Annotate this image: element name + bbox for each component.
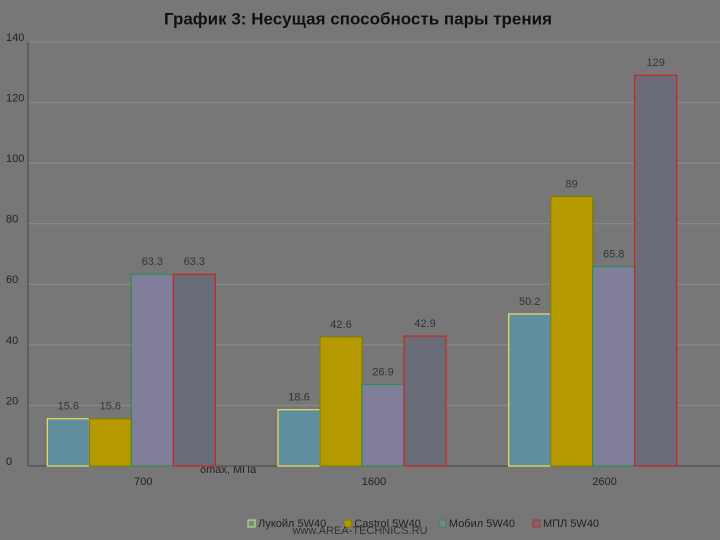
- x-tick-label: 2600: [592, 476, 616, 488]
- legend-label: Мобил 5W40: [449, 518, 515, 530]
- y-tick-label: 40: [6, 335, 18, 347]
- bar: [319, 336, 363, 467]
- value-label: 15.6: [58, 401, 79, 413]
- legend-label: Castrol 5W40: [354, 518, 421, 530]
- value-label: 63.3: [184, 256, 205, 268]
- y-tick-label: 0: [6, 456, 12, 468]
- bar: [88, 418, 132, 467]
- y-tick-label: 140: [6, 32, 24, 44]
- bar: [172, 273, 216, 467]
- bar: [46, 418, 90, 467]
- bar: [277, 409, 321, 467]
- bar: [550, 195, 594, 467]
- value-label: 42.9: [414, 318, 435, 330]
- value-label: 26.9: [372, 366, 393, 378]
- legend-swatch: [438, 519, 447, 528]
- legend-label: МПЛ 5W40: [543, 518, 599, 530]
- y-tick-label: 100: [6, 153, 24, 165]
- bar: [403, 335, 447, 467]
- legend-swatch: [247, 519, 256, 528]
- chart-title: График 3: Несущая способность пары трени…: [164, 9, 552, 28]
- bar: [508, 313, 552, 467]
- legend-swatch: [343, 519, 352, 528]
- value-label: 129: [646, 57, 664, 69]
- value-label: 15.6: [100, 401, 121, 413]
- bar: [130, 273, 174, 467]
- bar: [634, 74, 678, 467]
- bar: [361, 383, 405, 467]
- value-label: 65.8: [603, 249, 624, 261]
- value-label: 50.2: [519, 296, 540, 308]
- y-tick-label: 60: [6, 274, 18, 286]
- y-tick-label: 80: [6, 214, 18, 226]
- y-tick-label: 120: [6, 92, 24, 104]
- x-axis-label: δmax, МПа: [200, 464, 257, 476]
- legend-label: Лукойл 5W40: [258, 518, 326, 530]
- bar: [592, 266, 636, 467]
- value-label: 63.3: [142, 256, 163, 268]
- value-label: 89: [566, 178, 578, 190]
- legend-swatch: [532, 519, 541, 528]
- value-label: 18.6: [288, 392, 309, 404]
- y-tick-label: 20: [6, 395, 18, 407]
- x-tick-label: 1600: [362, 476, 386, 488]
- x-tick-label: 700: [134, 476, 152, 488]
- value-label: 42.6: [330, 319, 351, 331]
- watermark: www.AREA-TECHNICS.RU: [291, 525, 427, 537]
